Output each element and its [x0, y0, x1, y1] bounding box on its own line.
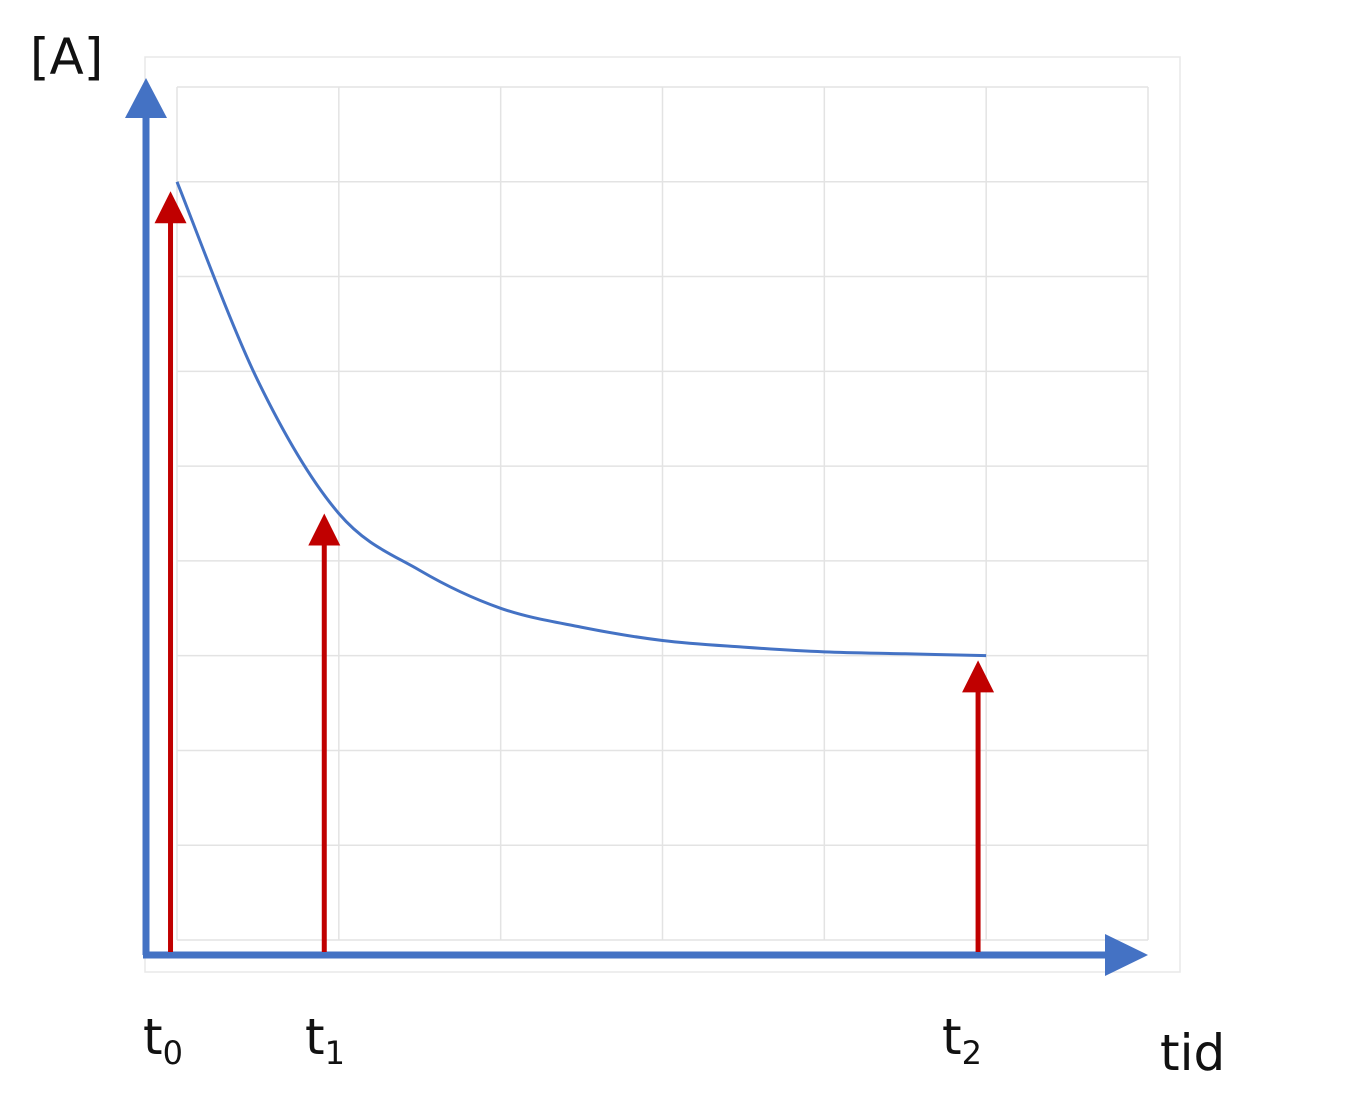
marker-arrowhead-icon [962, 660, 995, 693]
y-axis-label: [A] [30, 28, 104, 86]
marker-label-t2: t2 [942, 1008, 982, 1072]
marker-label-t0: t0 [143, 1008, 183, 1072]
marker-arrowhead-icon [308, 513, 341, 546]
x-axis-arrow-icon [1105, 934, 1148, 976]
concentration-curve [175, 181, 987, 658]
y-axis-arrow-icon [125, 78, 167, 118]
marker-label-t1: t1 [305, 1008, 345, 1072]
x-axis-label: tid [1160, 1024, 1226, 1082]
marker-arrowhead-icon [154, 191, 187, 224]
